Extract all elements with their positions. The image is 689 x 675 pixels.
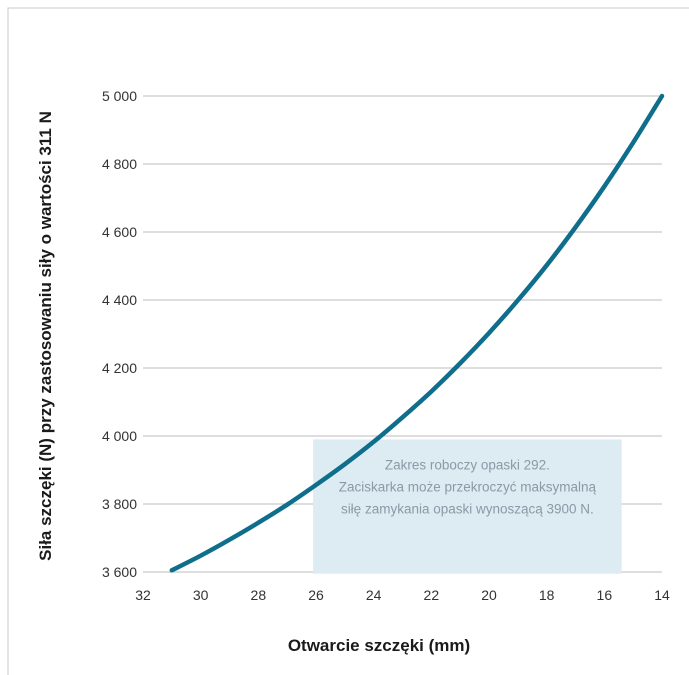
x-tick-label: 30 [193,587,209,603]
y-tick-label: 5 000 [102,88,137,104]
series-group [169,93,665,573]
x-tick-label: 14 [654,587,670,603]
y-tick-label: 4 000 [102,428,137,444]
x-tick-labels: 32 30 28 26 24 22 20 18 16 14 [135,587,670,603]
series-line [169,93,665,573]
x-axis-title: Otwarcie szczęki (mm) [288,636,470,655]
y-axis-title: Siła szczęki (N) przy zastosowaniu siły … [36,111,55,561]
y-tick-label: 3 800 [102,496,137,512]
y-tick-label: 3 600 [102,564,137,580]
x-tick-label: 18 [539,587,555,603]
annotation-line-2: Zaciskarka może przekroczyć maksymalną [339,479,597,494]
x-tick-label: 28 [251,587,267,603]
x-tick-label: 22 [424,587,440,603]
chart-border [7,7,689,675]
annotation-background [313,439,622,574]
annotation-box: Zakres roboczy opaski 292. Zaciskarka mo… [313,439,622,574]
y-tick-labels: 3 600 3 800 4 000 4 200 4 400 4 600 4 800 5 000 [102,88,137,580]
annotation-line-3: siłę zamykania opaski wynoszącą 3900 N. [341,501,594,516]
y-tick-label: 4 800 [102,156,137,172]
y-tick-label: 4 200 [102,360,137,376]
annotation-line-1: Zakres roboczy opaski 292. [385,457,550,472]
x-tick-label: 26 [308,587,324,603]
x-tick-label: 16 [597,587,613,603]
grid-lines [143,95,662,573]
x-tick-label: 20 [481,587,497,603]
x-tick-label: 32 [135,587,151,603]
y-tick-label: 4 600 [102,224,137,240]
x-tick-label: 24 [366,587,382,603]
y-tick-label: 4 400 [102,292,137,308]
